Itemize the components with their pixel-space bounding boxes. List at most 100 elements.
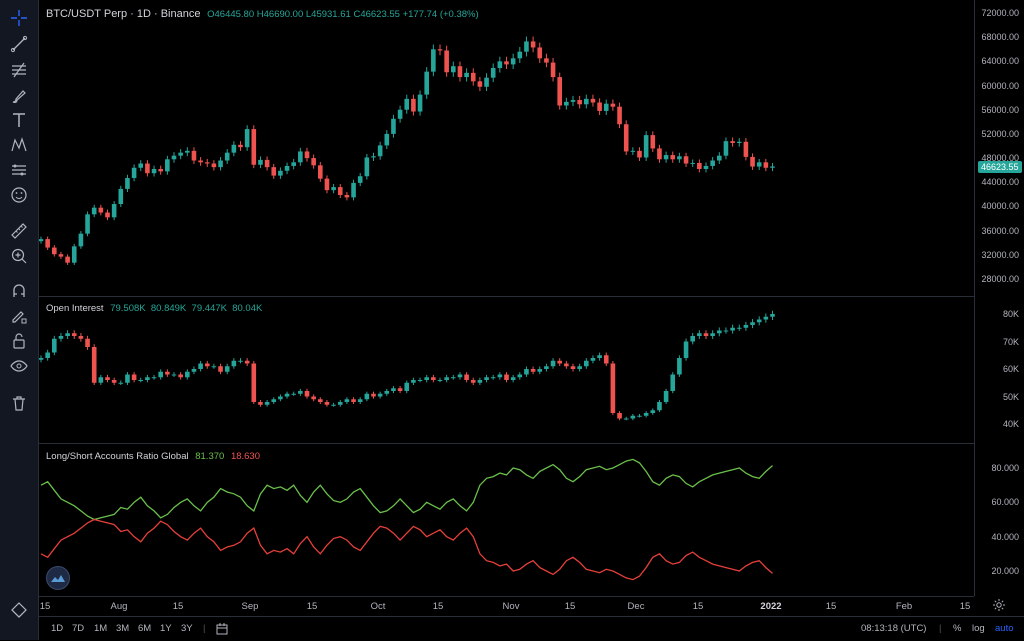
price-tick-label: 60000.00 xyxy=(981,80,1019,91)
price-candle xyxy=(677,156,682,160)
price-candle xyxy=(105,212,110,218)
oi-candle xyxy=(38,358,44,360)
price-tick-label: 48000.00 xyxy=(981,153,1019,164)
range-1m[interactable]: 1M xyxy=(94,623,108,634)
settings-gear-icon[interactable] xyxy=(992,598,1006,612)
price-candle xyxy=(663,155,669,160)
price-candle xyxy=(417,94,423,112)
fib-retracement-icon[interactable] xyxy=(7,60,31,80)
ruler-icon[interactable] xyxy=(7,221,31,241)
price-candle xyxy=(271,167,277,176)
pane-separator[interactable] xyxy=(39,443,974,444)
oi-candle xyxy=(71,333,77,336)
oi-candle xyxy=(444,377,449,380)
prediction-icon[interactable] xyxy=(7,160,31,180)
price-candle xyxy=(138,163,144,168)
oi-candle xyxy=(284,393,290,397)
range-3y[interactable]: 3Y xyxy=(181,623,193,634)
range-7d[interactable]: 7D xyxy=(72,623,85,634)
price-scale[interactable]: 72000.00 68000.00 64000.00 60000.00 56000.00… xyxy=(974,0,1024,596)
price-candle xyxy=(490,68,496,78)
price-candle xyxy=(770,166,775,168)
range-1y[interactable]: 1Y xyxy=(160,623,172,634)
auto-toggle[interactable]: auto xyxy=(995,623,1014,634)
oi-candle xyxy=(404,382,410,391)
crosshair-icon[interactable] xyxy=(7,8,31,28)
price-candle xyxy=(337,187,343,195)
trend-line-icon[interactable] xyxy=(7,34,31,54)
price-candle xyxy=(258,159,263,165)
price-candle xyxy=(730,141,735,143)
symbol-title[interactable]: BTC/USDT Perp · 1D · Binance xyxy=(46,8,201,20)
price-candle xyxy=(564,101,569,106)
price-candle xyxy=(457,66,463,78)
price-candle xyxy=(52,247,57,255)
stay-in-drawing-mode-icon[interactable] xyxy=(7,306,31,326)
brush-icon[interactable] xyxy=(7,86,31,106)
oi-candle xyxy=(457,374,463,378)
range-1d[interactable]: 1D xyxy=(51,623,64,634)
price-candle xyxy=(71,246,77,263)
price-candle xyxy=(497,61,503,69)
drawing-toolbar xyxy=(0,0,39,640)
oi-tick-label: 70K xyxy=(1002,336,1019,347)
oi-candle xyxy=(331,404,336,406)
pattern-icon[interactable] xyxy=(7,135,31,155)
goto-date-icon[interactable] xyxy=(215,622,229,636)
price-candle xyxy=(318,165,323,179)
chart-area[interactable] xyxy=(38,0,973,596)
oi-candle xyxy=(470,380,476,383)
price-candle xyxy=(683,156,689,164)
price-candle xyxy=(690,162,695,164)
oi-tick-label: 50K xyxy=(1002,391,1019,402)
price-candle xyxy=(377,145,383,157)
clock-utc[interactable]: 08:13:18 (UTC) xyxy=(861,623,927,634)
time-scale[interactable]: 15 Aug 15 Sep 15 Oct 15 Nov 15 Dec 15 2022 15 Feb 15 xyxy=(39,596,974,617)
oi-candle xyxy=(577,366,582,369)
oi-candle xyxy=(756,319,762,323)
object-tree-icon[interactable] xyxy=(7,600,31,620)
chart-canvas[interactable] xyxy=(38,0,973,596)
oi-candle xyxy=(364,393,370,400)
eye-icon[interactable] xyxy=(7,356,31,376)
price-candle xyxy=(617,106,622,125)
price-candle xyxy=(637,150,642,158)
oi-title[interactable]: Open Interest xyxy=(46,303,104,314)
price-candle xyxy=(530,41,536,48)
tradingview-logo[interactable] xyxy=(46,566,70,590)
log-toggle[interactable]: log xyxy=(972,623,985,634)
text-tool-icon[interactable] xyxy=(7,110,31,130)
oi-candle xyxy=(105,377,110,380)
oi-candle xyxy=(397,388,403,391)
price-candle xyxy=(65,256,70,263)
oi-tick-label: 60K xyxy=(1002,364,1019,374)
pane-separator[interactable] xyxy=(39,296,974,297)
ls-short-value: 18.630 xyxy=(230,451,260,462)
high-value: H46690.00 xyxy=(256,9,304,20)
price-candle xyxy=(723,141,729,156)
ls-tick-label: 40.000 xyxy=(991,531,1019,542)
percent-toggle[interactable]: % xyxy=(953,623,962,634)
trash-icon[interactable] xyxy=(7,393,31,413)
oi-candle xyxy=(371,393,376,397)
price-candle xyxy=(717,155,722,161)
oi-candle xyxy=(710,333,715,336)
oi-candle xyxy=(238,360,243,362)
lock-icon[interactable] xyxy=(7,331,31,351)
range-6m[interactable]: 6M xyxy=(138,623,152,634)
magnet-icon[interactable] xyxy=(7,281,31,301)
price-candle xyxy=(451,66,456,73)
oi-candle xyxy=(690,336,695,342)
zoom-in-icon[interactable] xyxy=(7,246,31,266)
price-candle xyxy=(304,151,310,159)
oi-candle xyxy=(643,413,649,416)
short-ratio-line xyxy=(40,518,773,581)
oi-candle xyxy=(191,369,197,372)
ls-title[interactable]: Long/Short Accounts Ratio Global xyxy=(46,451,189,462)
range-3m[interactable]: 3M xyxy=(116,623,130,634)
oi-candle xyxy=(464,374,469,380)
oi-candle xyxy=(424,377,429,380)
emoji-icon[interactable] xyxy=(7,185,31,205)
price-candle xyxy=(178,152,183,156)
oi-candle xyxy=(497,374,503,378)
